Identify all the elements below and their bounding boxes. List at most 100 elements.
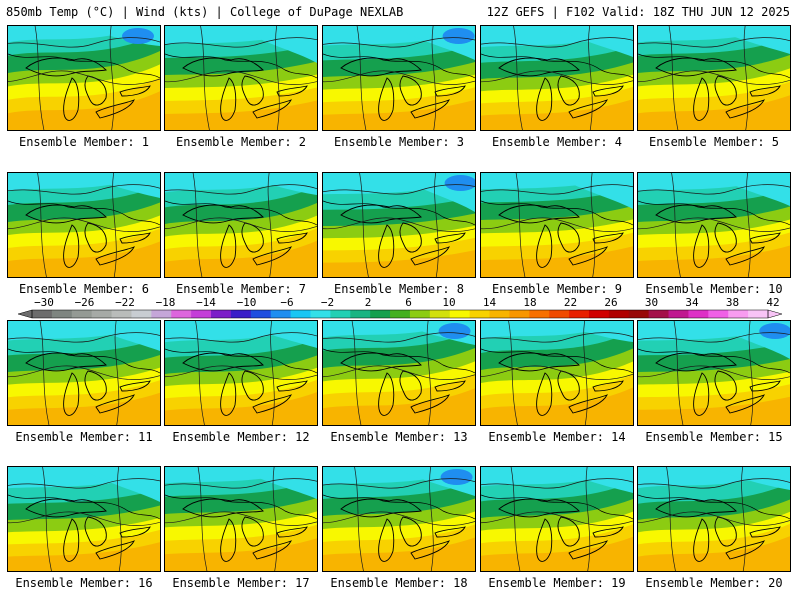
ensemble-member-label: Ensemble Member: 11 [15, 430, 153, 444]
ensemble-member-label: Ensemble Member: 12 [172, 430, 310, 444]
colorbar-tick-label: 10 [442, 296, 456, 309]
colorbar-segment [32, 310, 53, 318]
temperature-map [323, 26, 475, 130]
colorbar-segment [449, 310, 471, 318]
colorbar-tick-label: −2 [320, 296, 335, 309]
colorbar-tick-label: −26 [74, 296, 95, 309]
temperature-map [638, 467, 790, 571]
ensemble-member-map [164, 25, 318, 131]
ensemble-member-label: Ensemble Member: 14 [488, 430, 626, 444]
ensemble-member-label: Ensemble Member: 5 [648, 135, 780, 149]
temperature-map [638, 321, 790, 425]
colorbar-segment [390, 310, 411, 318]
colorbar-segment [409, 310, 431, 318]
colorbar-segment [469, 310, 491, 318]
colorbar-tick-label: 18 [523, 296, 537, 309]
colorbar-segment [549, 310, 570, 318]
colorbar-tick-label: 22 [563, 296, 578, 309]
colorbar-segment [688, 310, 709, 318]
temperature-map [323, 467, 475, 571]
colorbar-segment [71, 310, 93, 318]
temperature-map [165, 321, 317, 425]
colorbar-tick-label: −30 [34, 296, 54, 309]
temperature-map [8, 321, 160, 425]
ensemble-member-map [164, 172, 318, 278]
colorbar-tick-label: 30 [644, 296, 659, 309]
ensemble-member-label: Ensemble Member: 20 [645, 576, 783, 590]
ensemble-member-map [480, 466, 634, 572]
colorbar-segment [648, 310, 670, 318]
colorbar-segment [290, 310, 311, 318]
colorbar-segment [668, 310, 689, 318]
colorbar-segment [111, 310, 132, 318]
ensemble-member-map [480, 25, 634, 131]
ensemble-member-map [7, 25, 161, 131]
colorbar-tick-label: −14 [196, 296, 216, 309]
colorbar-segment [151, 310, 172, 318]
temperature-map [8, 26, 160, 130]
temperature-map [481, 26, 633, 130]
colorbar-segment [509, 310, 530, 318]
ensemble-member-label: Ensemble Member: 18 [330, 576, 468, 590]
temperature-map [638, 173, 790, 277]
ensemble-member-label: Ensemble Member: 19 [488, 576, 626, 590]
ensemble-member-map [637, 466, 791, 572]
colorbar-segment [728, 310, 749, 318]
colorbar-segment [489, 310, 510, 318]
ensemble-member-map [322, 320, 476, 426]
ensemble-member-map [637, 172, 791, 278]
ensemble-member-label: Ensemble Member: 6 [18, 282, 150, 296]
colorbar-segment [529, 310, 550, 318]
colorbar-segment [131, 310, 152, 318]
colorbar-segment [270, 310, 292, 318]
colorbar-segment [51, 310, 73, 318]
colorbar-segment [310, 310, 331, 318]
colorbar-segment [608, 310, 630, 318]
colorbar-segment [350, 310, 371, 318]
ensemble-member-map [7, 320, 161, 426]
colorbar-segment [191, 310, 212, 318]
colorbar-segment [91, 310, 113, 318]
temperature-colorbar [17, 309, 783, 319]
temperature-map [323, 321, 475, 425]
ensemble-member-label: Ensemble Member: 7 [175, 282, 307, 296]
colorbar-segment [330, 310, 351, 318]
temperature-map [8, 173, 160, 277]
ensemble-member-map [7, 172, 161, 278]
ensemble-member-label: Ensemble Member: 13 [330, 430, 468, 444]
temperature-map [638, 26, 790, 130]
ensemble-member-label: Ensemble Member: 1 [18, 135, 150, 149]
colorbar-tick-label: 2 [364, 296, 372, 309]
colorbar-segment [211, 310, 232, 318]
colorbar-segment [569, 310, 590, 318]
ensemble-member-label: Ensemble Member: 16 [15, 576, 153, 590]
ensemble-member-map [7, 466, 161, 572]
colorbar-tick-label: 42 [766, 296, 780, 309]
ensemble-member-map [164, 320, 318, 426]
colorbar-tick-label: 38 [725, 296, 740, 309]
ensemble-member-map [164, 466, 318, 572]
ensemble-member-map [322, 466, 476, 572]
colorbar-segment [628, 310, 650, 318]
colorbar-tick-label: −10 [236, 296, 257, 309]
colorbar-segment [708, 310, 729, 318]
colorbar-segment [370, 310, 391, 318]
ensemble-member-map [322, 25, 476, 131]
ensemble-member-label: Ensemble Member: 2 [175, 135, 307, 149]
ensemble-member-label: Ensemble Member: 10 [645, 282, 783, 296]
colorbar-tick-label: 6 [405, 296, 412, 309]
temperature-map [323, 173, 475, 277]
ensemble-member-label: Ensemble Member: 4 [491, 135, 623, 149]
colorbar-segment [230, 310, 252, 318]
ensemble-member-map [322, 172, 476, 278]
temperature-map [165, 26, 317, 130]
colorbar-segment [588, 310, 610, 318]
colorbar-tick-label: 34 [685, 296, 699, 309]
temperature-map [481, 467, 633, 571]
ensemble-member-map [637, 25, 791, 131]
ensemble-member-label: Ensemble Member: 8 [333, 282, 465, 296]
ensemble-member-map [480, 320, 634, 426]
model-run-info: 12Z GEFS | F102 Valid: 18Z THU JUN 12 20… [486, 5, 790, 19]
colorbar-tick-label: 14 [482, 296, 497, 309]
ensemble-member-map [637, 320, 791, 426]
